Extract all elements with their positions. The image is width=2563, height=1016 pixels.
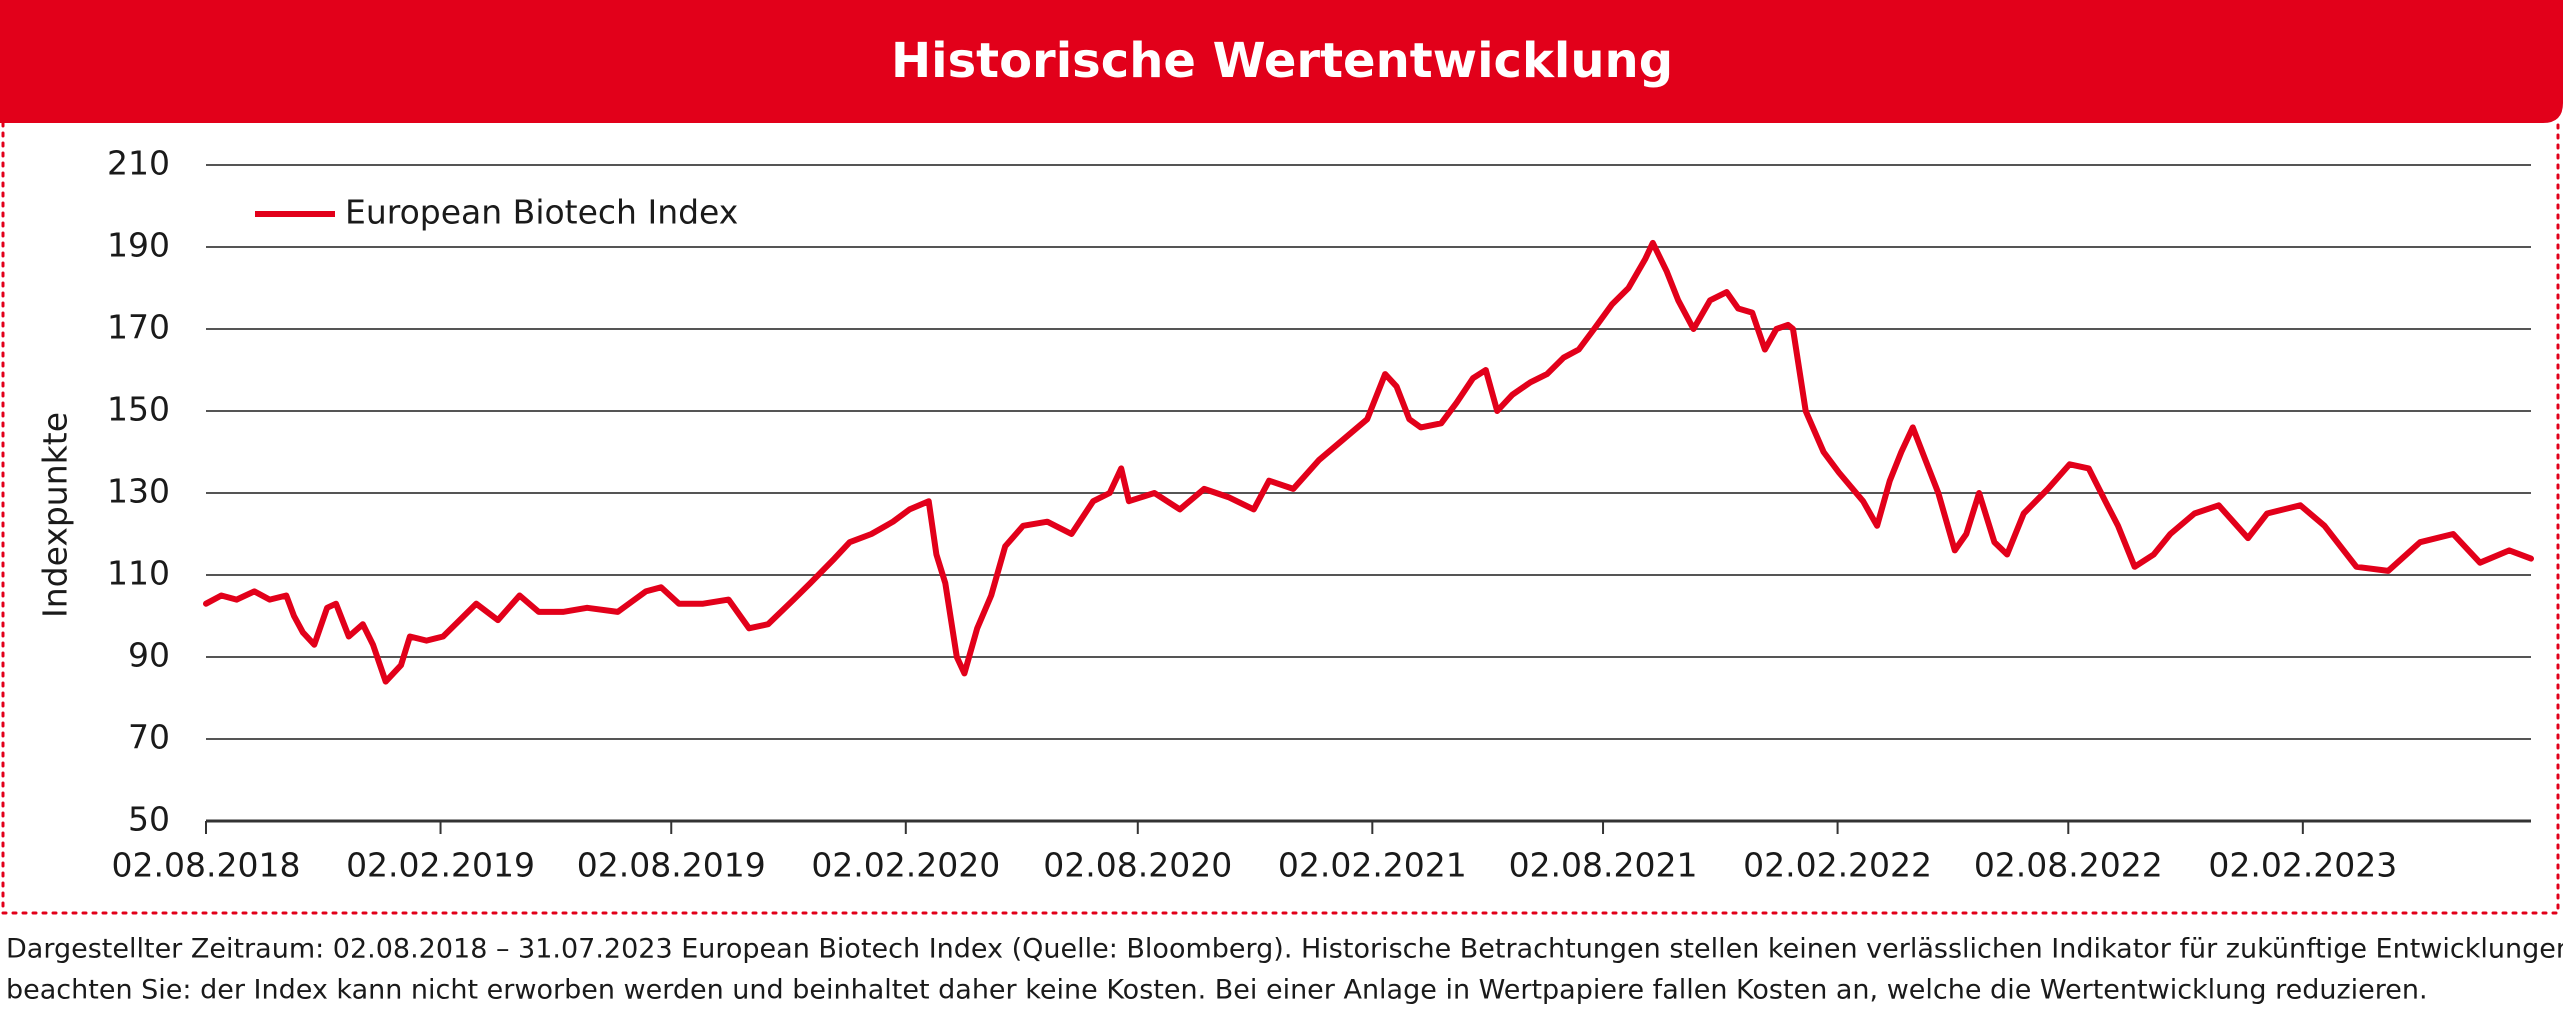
x-tick-label: 02.08.2019 xyxy=(577,846,766,885)
x-tick-label: 02.08.2018 xyxy=(112,846,301,885)
x-tick-label: 02.08.2021 xyxy=(1509,846,1698,885)
footnote: Dargestellter Zeitraum: 02.08.2018 – 31.… xyxy=(6,934,2563,965)
y-tick-label: 50 xyxy=(128,800,170,839)
x-tick-label: 02.08.2022 xyxy=(1974,846,2163,885)
header-bar xyxy=(0,0,2563,123)
x-tick-label: 02.02.2023 xyxy=(2208,846,2397,885)
y-tick-label: 110 xyxy=(107,554,170,593)
y-tick-label: 190 xyxy=(107,226,170,265)
line-series xyxy=(203,239,2534,685)
footnote: beachten Sie: der Index kann nicht erwor… xyxy=(6,975,2428,1006)
y-tick-label: 130 xyxy=(107,472,170,511)
x-tick-label: 02.02.2022 xyxy=(1743,846,1932,885)
y-tick-label: 170 xyxy=(107,308,170,347)
x-tick-label: 02.08.2020 xyxy=(1043,846,1232,885)
x-tick-label: 02.02.2019 xyxy=(346,846,535,885)
y-tick-label: 150 xyxy=(107,390,170,429)
y-tick-label: 90 xyxy=(128,636,170,675)
y-tick-label: 210 xyxy=(107,144,170,183)
x-tick-label: 02.02.2021 xyxy=(1278,846,1467,885)
y-axis-label: Indexpunkte xyxy=(36,412,75,618)
legend-label: European Biotech Index xyxy=(345,193,738,232)
x-tick-label: 02.02.2020 xyxy=(811,846,1000,885)
chart-title: Historische Wertentwicklung xyxy=(891,33,1673,89)
frame xyxy=(1,121,2560,915)
y-tick-label: 70 xyxy=(128,718,170,757)
